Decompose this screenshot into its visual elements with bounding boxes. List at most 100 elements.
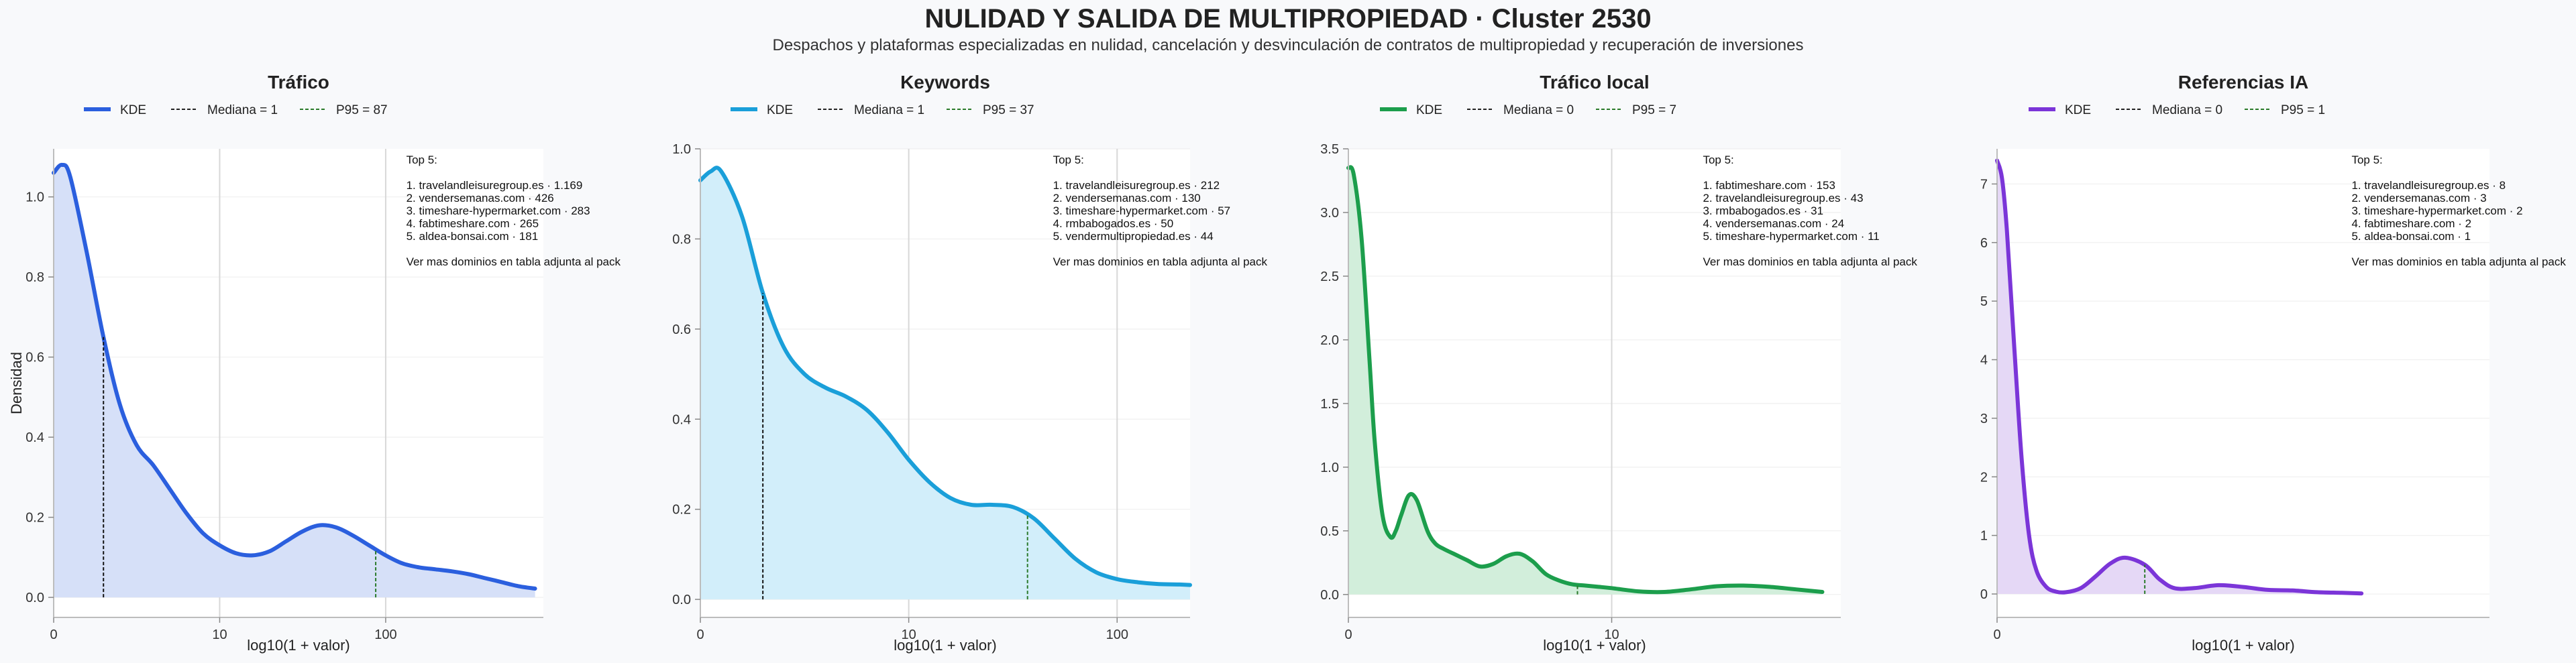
y-tick-label: 0.4 xyxy=(672,412,691,427)
panel-title: Referencias IA xyxy=(2178,72,2309,93)
top5-annotation: Top 5: 1. travelandleisuregroup.es · 1.16… xyxy=(407,154,621,268)
legend: KDE Mediana = 1 P95 = 87 xyxy=(84,103,388,117)
kde-line xyxy=(52,162,537,591)
y-tick-label: 1.0 xyxy=(1320,461,1339,475)
legend-p95-label: P95 = 1 xyxy=(2281,103,2325,117)
y-tick-label: 2.0 xyxy=(1320,333,1339,348)
top5-footer: Ver mas dominios en tabla adjunta al pac… xyxy=(407,255,621,268)
top5-item: 1. fabtimeshare.com · 153 xyxy=(1703,179,1835,192)
top5-item: 5. aldea-bonsai.com · 181 xyxy=(407,230,539,243)
top5-item: 4. vendersemanas.com · 24 xyxy=(1703,217,1844,230)
chart-panel-3: Tráfico local KDE Mediana = 0 P95 = 7 0.0 0.5… xyxy=(1320,72,1917,654)
x-tick-label: 0 xyxy=(1344,627,1352,642)
top5-annotation: Top 5: 1. travelandleisuregroup.es · 2122… xyxy=(1053,154,1268,268)
y-tick-label: 3.5 xyxy=(1320,142,1339,157)
top5-annotation: Top 5: 1. travelandleisuregroup.es · 82. … xyxy=(2351,154,2566,268)
kde-area xyxy=(700,168,1190,600)
chart-panel-2: Keywords KDE Mediana = 1 P95 = 37 0.0 0.2 0.4 0… xyxy=(672,72,1267,654)
top5-item: 2. vendersemanas.com · 426 xyxy=(407,192,554,204)
y-tick-label: 0.0 xyxy=(1320,588,1339,603)
top5-heading: Top 5: xyxy=(1053,154,1084,166)
legend: KDE Mediana = 0 P95 = 7 xyxy=(1380,103,1676,117)
y-tick-label: 6 xyxy=(1980,236,1988,251)
y-tick-label: 2.5 xyxy=(1320,269,1339,284)
top5-heading: Top 5: xyxy=(2351,154,2382,166)
panel-title: Tráfico xyxy=(268,72,329,93)
legend: KDE Mediana = 0 P95 = 1 xyxy=(2029,103,2325,117)
kde-area xyxy=(54,164,535,598)
legend-kde-label: KDE xyxy=(1416,103,1442,117)
y-tick-label: 0.2 xyxy=(672,503,691,518)
x-tick-label: 0 xyxy=(696,627,704,642)
y-tick-label: 0.6 xyxy=(672,322,691,337)
y-tick-label: 0.0 xyxy=(672,593,691,607)
y-tick-label: 1.5 xyxy=(1320,397,1339,412)
y-tick-label: 0.8 xyxy=(25,270,44,285)
y-tick-label: 0.2 xyxy=(25,511,44,526)
y-tick-label: 0.0 xyxy=(25,591,44,605)
top5-item: 4. fabtimeshare.com · 265 xyxy=(407,217,539,230)
y-tick-label: 0.8 xyxy=(672,232,691,247)
panel-title: Tráfico local xyxy=(1540,72,1649,93)
x-tick-label: 0 xyxy=(50,627,57,642)
top5-item: 5. timeshare-hypermarket.com · 11 xyxy=(1703,230,1879,243)
y-tick-label: 4 xyxy=(1980,353,1988,368)
y-tick-label: 3.0 xyxy=(1320,206,1339,221)
top5-item: 2. vendersemanas.com · 130 xyxy=(1053,192,1201,204)
top5-item: 1. travelandleisuregroup.es · 212 xyxy=(1053,179,1220,192)
kde-line xyxy=(1346,165,1825,595)
legend-p95-label: P95 = 87 xyxy=(336,103,388,117)
chart-panel-1: Tráfico KDE Mediana = 1 P95 = 87 0.0 0.2 0.4 0.… xyxy=(8,72,621,654)
top5-item: 2. vendersemanas.com · 3 xyxy=(2351,192,2486,204)
y-tick-label: 2 xyxy=(1980,470,1988,485)
top5-footer: Ver mas dominios en tabla adjunta al pac… xyxy=(2351,255,2566,268)
panel-title: Keywords xyxy=(900,72,990,93)
top5-item: 3. timeshare-hypermarket.com · 283 xyxy=(407,204,590,217)
figure-subtitle: Despachos y plataformas especializadas e… xyxy=(772,36,1804,54)
y-axis-label: Densidad xyxy=(8,352,25,414)
top5-footer: Ver mas dominios en tabla adjunta al pac… xyxy=(1703,255,1917,268)
x-tick-label: 0 xyxy=(1993,627,2000,642)
top5-heading: Top 5: xyxy=(407,154,437,166)
y-tick-label: 0.5 xyxy=(1320,524,1339,539)
top5-item: 3. rmbabogados.es · 31 xyxy=(1703,204,1823,217)
y-tick-label: 0.4 xyxy=(25,430,44,445)
legend-median-label: Mediana = 0 xyxy=(2152,103,2222,117)
x-tick-label: 10 xyxy=(1604,627,1619,642)
y-tick-label: 0.6 xyxy=(25,351,44,365)
top5-item: 5. vendermultipropiedad.es · 44 xyxy=(1053,230,1214,243)
legend-median-label: Mediana = 0 xyxy=(1503,103,1574,117)
x-tick-label: 10 xyxy=(902,627,916,642)
top5-item: 1. travelandleisuregroup.es · 8 xyxy=(2351,179,2506,192)
x-tick-label: 100 xyxy=(374,627,396,642)
x-tick-label: 100 xyxy=(1106,627,1128,642)
legend-p95-label: P95 = 37 xyxy=(983,103,1034,117)
y-tick-label: 1.0 xyxy=(672,142,691,157)
top5-item: 4. rmbabogados.es · 50 xyxy=(1053,217,1174,230)
y-tick-label: 1.0 xyxy=(25,190,44,205)
kde-line xyxy=(698,166,1192,587)
y-tick-label: 3 xyxy=(1980,412,1988,426)
x-axis-label: log10(1 + valor) xyxy=(247,637,350,654)
top5-heading: Top 5: xyxy=(1703,154,1733,166)
y-tick-label: 1 xyxy=(1980,529,1988,544)
legend: KDE Mediana = 1 P95 = 37 xyxy=(731,103,1034,117)
top5-item: 3. timeshare-hypermarket.com · 2 xyxy=(2351,204,2522,217)
x-axis-label: log10(1 + valor) xyxy=(1543,637,1646,654)
legend-p95-label: P95 = 7 xyxy=(1632,103,1676,117)
chart-panel-4: Referencias IA KDE Mediana = 0 P95 = 1 0 1 2 3 4… xyxy=(1980,72,2567,654)
top5-footer: Ver mas dominios en tabla adjunta al pac… xyxy=(1053,255,1268,268)
kde-line xyxy=(1995,158,2364,596)
y-tick-label: 7 xyxy=(1980,177,1988,192)
kde-area xyxy=(1348,167,1823,595)
legend-kde-label: KDE xyxy=(120,103,146,117)
top5-item: 3. timeshare-hypermarket.com · 57 xyxy=(1053,204,1231,217)
x-axis-label: log10(1 + valor) xyxy=(2192,637,2294,654)
top5-item: 4. fabtimeshare.com · 2 xyxy=(2351,217,2471,230)
y-tick-label: 5 xyxy=(1980,294,1988,309)
plot-area xyxy=(1997,149,2489,617)
legend-kde-label: KDE xyxy=(2065,103,2091,117)
legend-median-label: Mediana = 1 xyxy=(854,103,924,117)
legend-median-label: Mediana = 1 xyxy=(207,103,278,117)
